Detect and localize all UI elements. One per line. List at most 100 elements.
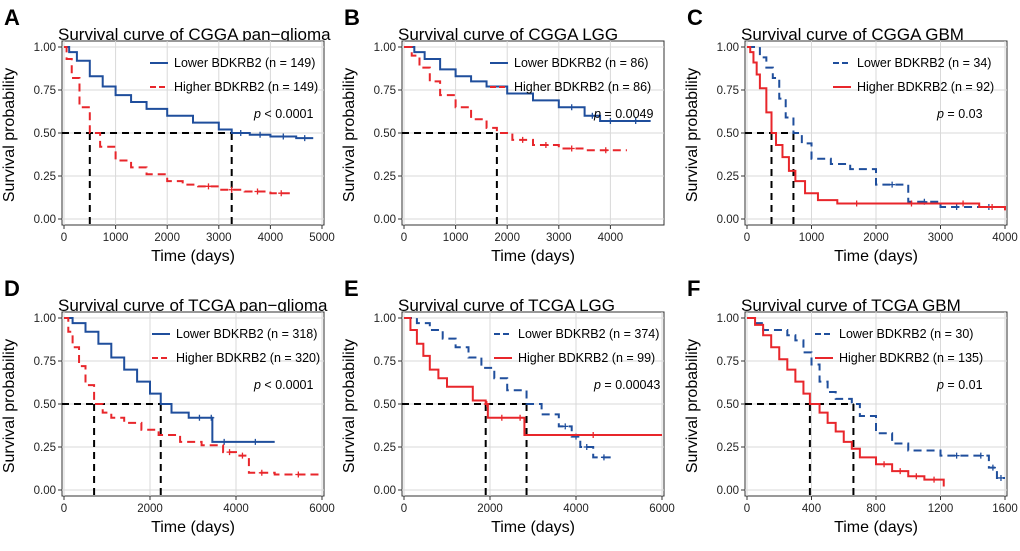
legend-entry-lower: Lower BDKRB2 (n = 34) [857, 56, 991, 70]
censor-mark [889, 181, 896, 188]
x-tick-label: 4000 [223, 503, 249, 515]
survival-curve-higher [64, 46, 293, 195]
survival-curve-lower [747, 317, 1005, 479]
legend-entry-higher: Higher BDKRB2 (n = 99) [518, 351, 655, 365]
p-value-symbol: p [253, 378, 261, 392]
p-value-text: = 0.03 [944, 107, 983, 121]
censor-mark [989, 464, 996, 471]
x-tick-label: 4000 [563, 503, 589, 515]
p-value-text: < 0.0001 [261, 378, 314, 392]
survival-curve-lower [64, 317, 275, 443]
x-tick-label: 2000 [137, 503, 163, 515]
y-tick-label: 0.25 [34, 442, 56, 454]
panel-label: A [4, 5, 20, 30]
panel-e: E Survival curve of TCGA LGG 0 2000 4000 6000… [341, 276, 675, 536]
panel-d: D Survival curve of TCGA pan−glioma 0 2000 4… [1, 276, 335, 536]
y-axis-label: Survival probability [1, 68, 18, 202]
x-axis-label: Time (days) [491, 519, 575, 536]
x-tick-label: 2000 [154, 232, 180, 244]
censor-mark [568, 145, 575, 152]
y-tick-label: 0.25 [34, 171, 56, 183]
p-value: p = 0.01 [936, 378, 983, 392]
legend-entry-higher: Higher BDKRB2 (n = 135) [839, 351, 983, 365]
p-value: p < 0.0001 [253, 378, 313, 392]
y-tick-label: 0.50 [717, 399, 739, 411]
y-tick-label: 0.75 [374, 356, 396, 368]
censor-mark [196, 414, 203, 421]
p-value-symbol: p [936, 107, 944, 121]
x-tick-label: 4000 [258, 232, 284, 244]
x-axis-label: Time (days) [834, 519, 918, 536]
x-tick-label: 3000 [206, 232, 232, 244]
x-tick-label: 6000 [649, 503, 675, 515]
censor-mark [589, 112, 596, 119]
x-tick-label: 0 [744, 503, 750, 515]
censor-mark [881, 461, 888, 468]
censor-mark [989, 203, 996, 210]
censor-mark [908, 200, 915, 207]
p-value-text: = 0.0049 [601, 107, 654, 121]
x-tick-label: 1600 [992, 503, 1018, 515]
y-tick-label: 1.00 [374, 42, 396, 54]
panel-f: F Survival curve of TCGA GBM 0 400 800 1200 16… [684, 276, 1018, 536]
y-tick-label: 0.50 [34, 128, 56, 140]
panel-title: Survival curve of TCGA pan−glioma [58, 296, 328, 315]
y-tick-label: 0.25 [717, 442, 739, 454]
survival-curve-lower [747, 46, 1005, 208]
x-tick-label: 3000 [928, 232, 954, 244]
survival-curve-lower [64, 46, 314, 140]
censor-mark [519, 136, 526, 143]
y-tick-label: 1.00 [34, 313, 56, 325]
legend-entry-higher: Higher BDKRB2 (n = 86) [514, 80, 651, 94]
panel-b: B Survival curve of CGGA LGG 0 1000 2000 3000… [341, 5, 665, 265]
y-tick-label: 0.50 [374, 128, 396, 140]
x-tick-label: 400 [802, 503, 821, 515]
x-tick-label: 1000 [443, 232, 469, 244]
x-axis-label: Time (days) [151, 519, 235, 536]
censor-mark [600, 454, 607, 461]
censor-mark [913, 473, 920, 480]
censor-mark [221, 438, 228, 445]
censor-mark [997, 474, 1004, 481]
y-tick-label: 0.00 [374, 485, 396, 497]
y-tick-label: 0.00 [374, 214, 396, 226]
y-tick-label: 0.75 [34, 85, 56, 97]
x-axis-label: Time (days) [151, 248, 235, 265]
y-tick-label: 0.75 [717, 85, 739, 97]
censor-mark [258, 469, 265, 476]
x-axis-label: Time (days) [834, 248, 918, 265]
panel-a: A Survival curve of CGGA pan−glioma 0 1000 2… [1, 5, 335, 265]
censor-mark [607, 117, 614, 124]
x-tick-label: 0 [744, 232, 750, 244]
y-axis-label: Survival probability [341, 68, 358, 202]
legend-entry-lower: Lower BDKRB2 (n = 149) [174, 56, 315, 70]
censor-mark [498, 414, 505, 421]
y-tick-label: 0.25 [374, 442, 396, 454]
x-tick-label: 800 [866, 503, 885, 515]
y-tick-label: 0.50 [34, 399, 56, 411]
x-tick-label: 0 [401, 232, 407, 244]
y-tick-label: 1.00 [34, 42, 56, 54]
censor-mark [228, 186, 235, 193]
y-axis-label: Survival probability [684, 339, 701, 473]
y-tick-label: 1.00 [717, 313, 739, 325]
x-tick-label: 6000 [309, 503, 335, 515]
p-value-text: < 0.0001 [261, 107, 314, 121]
survival-curve-higher [64, 317, 322, 476]
y-tick-label: 0.75 [374, 85, 396, 97]
x-tick-label: 2000 [477, 503, 503, 515]
p-value-symbol: p [593, 378, 601, 392]
x-axis-label: Time (days) [491, 248, 575, 265]
y-axis-label: Survival probability [341, 339, 358, 473]
censor-mark [562, 423, 569, 430]
legend-entry-lower: Lower BDKRB2 (n = 318) [176, 327, 317, 341]
panel-c: C Survival curve of CGGA GBM 0 1000 2000 3000… [684, 5, 1018, 265]
y-axis-label: Survival probability [1, 339, 18, 473]
censor-mark [542, 142, 549, 149]
censor-mark [853, 200, 860, 207]
x-tick-label: 1000 [103, 232, 129, 244]
censor-mark [931, 476, 938, 483]
censor-mark [517, 414, 524, 421]
x-tick-label: 0 [61, 232, 67, 244]
